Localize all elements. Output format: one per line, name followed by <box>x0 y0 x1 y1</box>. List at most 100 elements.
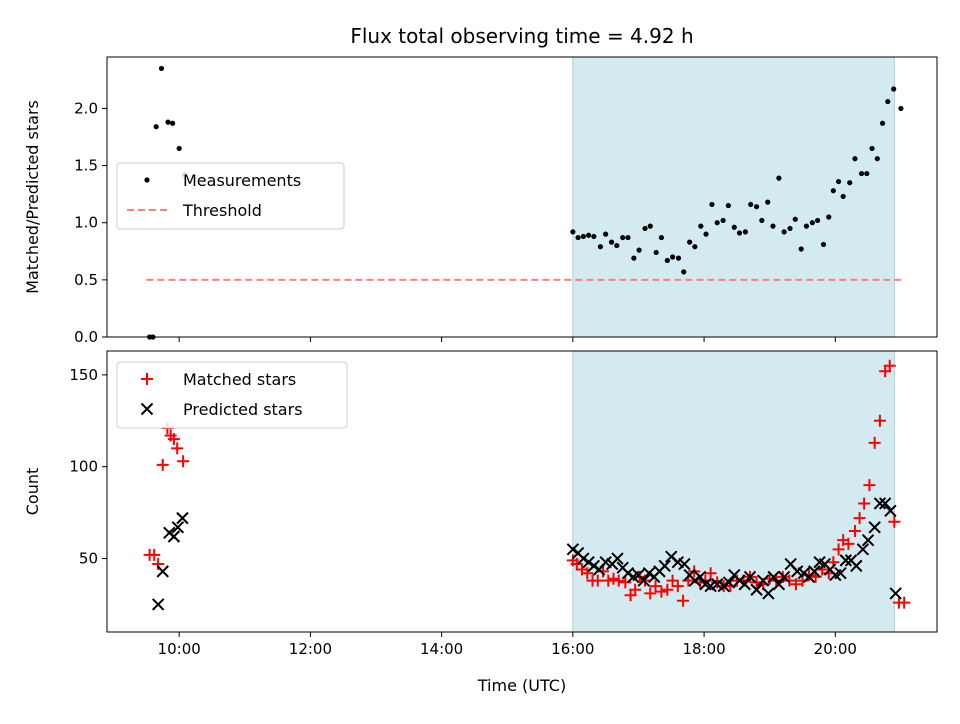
data-point <box>644 587 657 600</box>
data-point <box>830 188 836 194</box>
data-point <box>580 233 586 240</box>
data-point <box>879 120 886 126</box>
data-point <box>868 521 881 534</box>
data-point <box>714 220 720 226</box>
x-tick-label: 10:00 <box>158 640 201 658</box>
data-point <box>709 201 715 208</box>
x-tick-label: 12:00 <box>289 640 332 658</box>
y-tick-label: 100 <box>69 458 98 476</box>
data-point <box>873 414 886 427</box>
axes-frame <box>106 56 938 338</box>
axes-frame <box>106 350 938 633</box>
series-measurements <box>147 65 904 340</box>
data-point <box>177 455 190 468</box>
data-point <box>798 246 804 252</box>
data-point <box>884 504 897 517</box>
data-point <box>717 579 730 593</box>
legend-label: Threshold <box>182 201 262 220</box>
data-point <box>898 596 911 609</box>
data-point <box>692 244 698 250</box>
series-predicted-stars <box>151 497 902 611</box>
data-point <box>661 583 674 596</box>
bottom-panel: 10:00 12:00 14:00 16:00 18:00 20:00 50 100 150 Co… <box>23 350 938 658</box>
data-point <box>878 497 892 510</box>
data-point <box>165 119 171 125</box>
data-point <box>809 220 815 226</box>
y-tick-label: 1.5 <box>74 157 98 175</box>
data-point <box>759 217 765 224</box>
legend-marker-x <box>140 402 154 416</box>
legend-label: Measurements <box>183 171 301 190</box>
data-point <box>852 156 858 162</box>
y-tick-label: 2.0 <box>74 99 98 117</box>
data-point <box>856 543 870 556</box>
y-tick-label: 0.0 <box>74 328 98 346</box>
y-axis-label: Matched/Predicted stars <box>23 100 42 294</box>
data-point <box>842 537 855 550</box>
legend-marker-plus <box>141 373 153 385</box>
data-point <box>669 254 676 260</box>
data-point <box>585 232 592 238</box>
legend-box <box>116 162 345 230</box>
data-point <box>677 594 690 607</box>
data-point <box>783 574 796 587</box>
legend-marker-dot <box>144 177 150 183</box>
data-point <box>787 225 793 232</box>
data-point <box>587 559 601 573</box>
data-point <box>167 530 181 543</box>
data-point <box>736 230 743 236</box>
data-point <box>681 269 687 275</box>
data-point <box>765 199 771 205</box>
data-point <box>858 170 865 177</box>
x-tick-label: 20:00 <box>814 640 857 658</box>
data-point <box>611 552 624 565</box>
data-point <box>731 224 737 230</box>
data-point <box>848 524 861 537</box>
data-point <box>834 567 847 580</box>
data-point <box>156 565 169 578</box>
data-point <box>591 233 597 240</box>
data-point <box>767 570 780 584</box>
x-tick-label: 16:00 <box>551 640 594 658</box>
data-point <box>658 559 671 573</box>
data-point <box>797 567 811 580</box>
data-point <box>873 497 887 510</box>
data-point <box>603 231 609 237</box>
data-point <box>698 223 704 229</box>
legend-box <box>116 361 348 429</box>
data-point <box>158 65 165 72</box>
data-point <box>636 247 642 253</box>
data-point <box>608 239 615 245</box>
data-point <box>756 574 770 587</box>
data-point <box>642 567 656 580</box>
data-point <box>748 201 754 208</box>
data-point <box>789 578 802 591</box>
data-point <box>637 574 650 587</box>
x-axis-label: Time (UTC) <box>477 676 566 695</box>
data-point <box>647 223 653 229</box>
data-point <box>889 587 902 600</box>
data-point <box>577 552 590 565</box>
data-point <box>597 244 604 250</box>
data-point <box>675 255 682 261</box>
data-point <box>582 556 595 569</box>
legend: Matched stars Predicted stars <box>116 361 348 429</box>
data-point <box>777 570 791 584</box>
data-point <box>891 86 897 92</box>
data-point <box>678 557 691 571</box>
data-point <box>566 543 580 556</box>
data-point <box>671 580 684 593</box>
legend: Measurements Threshold <box>116 162 345 230</box>
data-point <box>664 257 670 264</box>
data-point <box>781 229 787 235</box>
data-point <box>722 576 736 589</box>
data-point <box>839 554 853 567</box>
data-point <box>826 214 832 220</box>
x-tick-label: 14:00 <box>420 640 463 658</box>
data-point <box>743 570 757 584</box>
data-point <box>883 359 896 372</box>
legend-label: Matched stars <box>183 370 296 389</box>
data-point <box>858 497 871 510</box>
data-point <box>170 120 176 126</box>
